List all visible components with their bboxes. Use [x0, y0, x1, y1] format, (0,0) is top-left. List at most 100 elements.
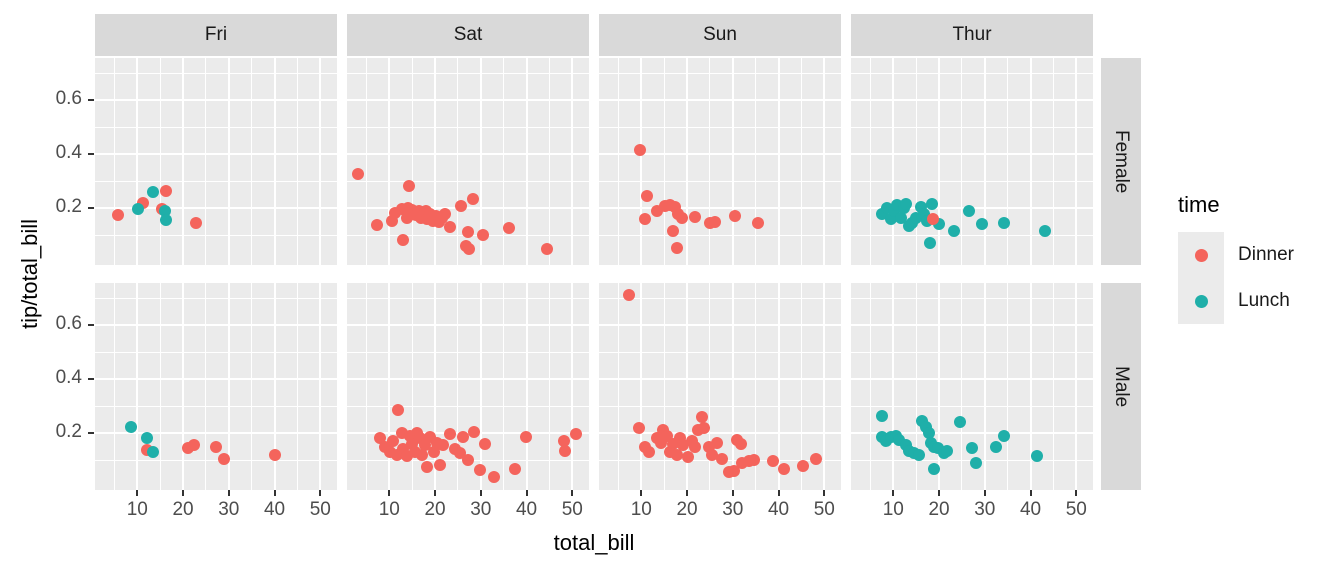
- facet-strip-male: Male: [1101, 283, 1141, 490]
- data-point: [427, 445, 440, 458]
- y-tick-mark: [88, 432, 94, 435]
- major-gridline: [479, 283, 482, 490]
- minor-gridline: [251, 58, 253, 265]
- minor-gridline: [961, 58, 963, 265]
- x-tick-label: 40: [1019, 499, 1042, 520]
- minor-gridline: [251, 283, 253, 490]
- minor-gridline: [869, 58, 871, 265]
- data-point: [558, 445, 571, 458]
- major-gridline: [823, 58, 826, 265]
- x-tick-mark: [892, 490, 895, 496]
- y-tick-label: 0.6: [55, 88, 82, 110]
- major-gridline: [640, 58, 643, 265]
- minor-gridline: [548, 58, 550, 265]
- data-point: [439, 207, 452, 220]
- data-point: [541, 243, 554, 256]
- major-gridline: [136, 58, 139, 265]
- major-gridline: [599, 324, 841, 327]
- y-tick-mark: [88, 153, 94, 156]
- minor-gridline: [961, 283, 963, 490]
- major-gridline: [227, 283, 230, 490]
- minor-gridline: [95, 405, 337, 407]
- major-gridline: [599, 153, 841, 156]
- data-point: [189, 217, 202, 230]
- minor-gridline: [709, 283, 711, 490]
- minor-gridline: [617, 58, 619, 265]
- data-point: [963, 204, 976, 217]
- y-tick-label: 0.4: [55, 142, 82, 164]
- data-point: [941, 444, 954, 457]
- minor-gridline: [851, 126, 1093, 128]
- data-point: [570, 427, 582, 440]
- major-gridline: [1075, 58, 1078, 265]
- facet-panel-sun-male: [599, 283, 841, 490]
- data-point: [467, 193, 480, 206]
- minor-gridline: [599, 297, 841, 299]
- x-axis-title: total_bill: [553, 530, 635, 555]
- data-point: [735, 437, 748, 450]
- minor-gridline: [599, 72, 841, 74]
- minor-gridline: [347, 297, 589, 299]
- x-tick-mark: [136, 490, 139, 496]
- facet-panel-thur-male: [851, 283, 1093, 490]
- data-point: [131, 202, 144, 215]
- data-point: [443, 220, 456, 233]
- minor-gridline: [617, 283, 619, 490]
- x-tick-mark: [938, 490, 941, 496]
- legend-item-dinner: Dinner: [1178, 232, 1294, 278]
- major-gridline: [851, 99, 1093, 102]
- y-tick-mark: [88, 207, 94, 210]
- minor-gridline: [1007, 58, 1009, 265]
- x-tick-mark: [1029, 490, 1032, 496]
- minor-gridline: [851, 297, 1093, 299]
- data-point: [751, 216, 764, 229]
- minor-gridline: [347, 126, 589, 128]
- minor-gridline: [599, 405, 841, 407]
- minor-gridline: [663, 58, 665, 265]
- data-point: [698, 421, 711, 434]
- data-point: [667, 224, 680, 237]
- minor-gridline: [755, 58, 757, 265]
- major-gridline: [95, 207, 337, 210]
- data-point: [966, 441, 979, 454]
- x-tick-label: 20: [424, 499, 446, 520]
- data-point: [520, 430, 533, 443]
- x-tick-mark: [777, 490, 780, 496]
- major-gridline: [938, 58, 941, 265]
- data-point: [487, 471, 500, 484]
- data-point: [900, 198, 913, 210]
- major-gridline: [319, 58, 322, 265]
- data-point: [218, 452, 231, 465]
- data-point: [639, 213, 652, 226]
- y-tick-label: 0.2: [55, 196, 82, 218]
- major-gridline: [599, 99, 841, 102]
- minor-gridline: [159, 283, 161, 490]
- data-point: [462, 243, 475, 256]
- x-tick-label: 10: [378, 499, 400, 520]
- major-gridline: [686, 58, 689, 265]
- minor-gridline: [709, 58, 711, 265]
- data-point: [641, 189, 654, 202]
- minor-gridline: [95, 459, 337, 461]
- data-point: [927, 212, 940, 225]
- x-tick-mark: [182, 490, 185, 496]
- legend-item-lunch: Lunch: [1178, 278, 1294, 324]
- major-gridline: [599, 432, 841, 435]
- data-point: [437, 439, 450, 452]
- data-point: [351, 168, 364, 181]
- data-point: [948, 224, 961, 237]
- data-point: [998, 216, 1011, 229]
- major-gridline: [640, 283, 643, 490]
- minor-gridline: [915, 58, 917, 265]
- minor-gridline: [365, 283, 367, 490]
- data-point: [421, 461, 434, 474]
- y-tick-label: 0.2: [55, 421, 82, 443]
- x-tick-mark: [823, 490, 826, 496]
- data-point: [747, 454, 760, 467]
- data-point: [416, 448, 429, 461]
- minor-gridline: [95, 234, 337, 236]
- major-gridline: [479, 58, 482, 265]
- major-gridline: [938, 283, 941, 490]
- x-tick-label: 40: [767, 499, 790, 520]
